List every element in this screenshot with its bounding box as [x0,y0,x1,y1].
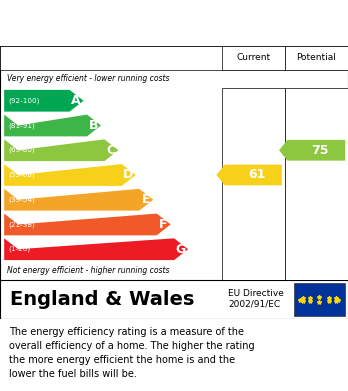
Text: E: E [142,193,150,206]
Text: B: B [89,119,98,132]
Text: Current: Current [236,53,270,63]
Text: (1-20): (1-20) [8,246,31,253]
Text: Energy Efficiency Rating: Energy Efficiency Rating [10,16,232,30]
Bar [222,46,285,70]
Text: 61: 61 [248,169,266,181]
Polygon shape [4,90,84,111]
Bar [294,283,345,316]
Polygon shape [4,213,171,235]
Text: (55-68): (55-68) [8,172,35,178]
Text: Very energy efficient - lower running costs: Very energy efficient - lower running co… [7,74,169,84]
Text: 75: 75 [311,144,329,157]
Text: (21-38): (21-38) [8,221,35,228]
Polygon shape [4,139,118,161]
Polygon shape [279,140,345,161]
Text: F: F [159,218,168,231]
Text: (39-54): (39-54) [8,196,35,203]
Text: (81-91): (81-91) [8,122,35,129]
Text: (92-100): (92-100) [8,97,40,104]
Text: The energy efficiency rating is a measure of the
overall efficiency of a home. T: The energy efficiency rating is a measur… [9,327,254,379]
Bar [285,46,348,70]
Text: G: G [175,243,185,256]
Text: England & Wales: England & Wales [10,290,195,309]
Bar [222,88,285,280]
Bar [285,88,348,280]
Text: EU Directive
2002/91/EC: EU Directive 2002/91/EC [228,289,284,308]
Text: Not energy efficient - higher running costs: Not energy efficient - higher running co… [7,266,169,276]
Text: A: A [71,94,81,107]
Bar [0,46,348,70]
Polygon shape [4,239,188,260]
Text: (69-80): (69-80) [8,147,35,154]
Polygon shape [4,115,101,136]
Text: Potential: Potential [296,53,336,63]
Polygon shape [216,165,282,185]
Text: D: D [123,169,133,181]
Text: C: C [106,144,116,157]
Polygon shape [4,189,153,211]
Polygon shape [4,164,136,186]
